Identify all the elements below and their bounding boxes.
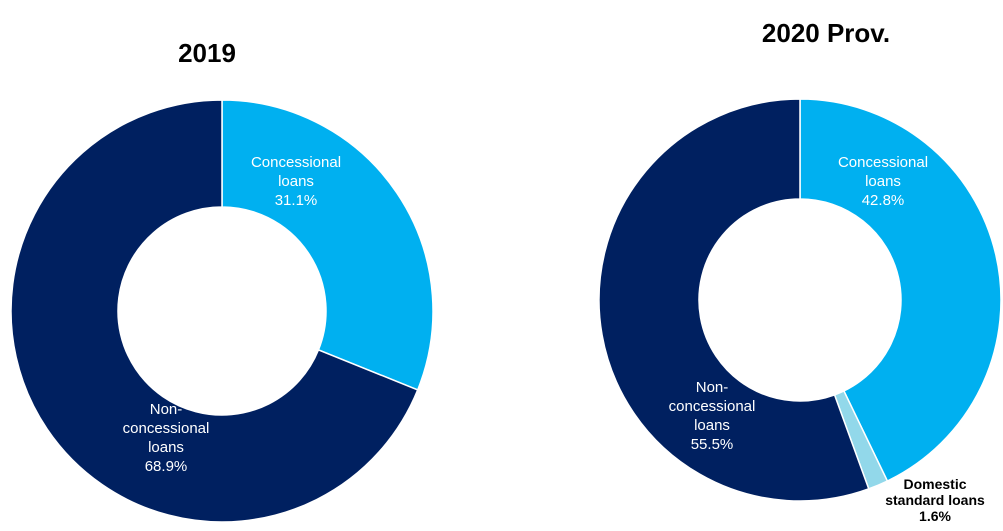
data-label-line: Domestic: [903, 476, 966, 492]
data-label-line: loans: [278, 173, 314, 190]
data-label-line: 68.9%: [145, 458, 188, 475]
chart-title: 2019: [178, 38, 236, 68]
data-label-line: loans: [865, 173, 901, 190]
donut-chart-1: 2019 Concessional loans 31.1% Non-concession…: [10, 38, 434, 523]
data-label-line: 31.1%: [275, 192, 318, 209]
data-label-line: loans: [148, 439, 184, 456]
data-label-non-concessional-loans: Non-concessional loans 68.9%: [123, 401, 210, 475]
data-label-line: concessional: [669, 398, 756, 415]
data-label-line: 1.6%: [919, 508, 951, 524]
data-label-line: standard loans: [885, 492, 985, 508]
data-label-domestic-standard-loans: Domestic standard loans 1.6%: [885, 476, 985, 524]
data-label-line: 42.8%: [862, 192, 905, 209]
slice-non-concessional-loans: [10, 99, 419, 523]
data-label-concessional-loans: Concessional loans 42.8%: [838, 154, 928, 209]
slice-non-concessional-loans: [598, 98, 870, 502]
slice-concessional-loans: [221, 99, 434, 391]
data-label-non-concessional-loans: Non-concessional loans 55.5%: [669, 379, 756, 453]
donut-chart-2: 2020 Prov. Concessional loans 42.8% Domestic…: [598, 18, 1002, 524]
data-label-line: Concessional: [838, 154, 928, 171]
data-label-line: concessional: [123, 420, 210, 437]
slice-concessional-loans: [799, 98, 1002, 483]
data-label-line: Non-: [150, 401, 183, 418]
data-label-concessional-loans: Concessional loans 31.1%: [251, 154, 341, 209]
chart-title: 2020 Prov.: [762, 18, 890, 48]
data-label-line: Non-: [696, 379, 729, 396]
data-label-line: loans: [694, 417, 730, 434]
data-label-line: 55.5%: [691, 436, 734, 453]
data-label-line: Concessional: [251, 154, 341, 171]
